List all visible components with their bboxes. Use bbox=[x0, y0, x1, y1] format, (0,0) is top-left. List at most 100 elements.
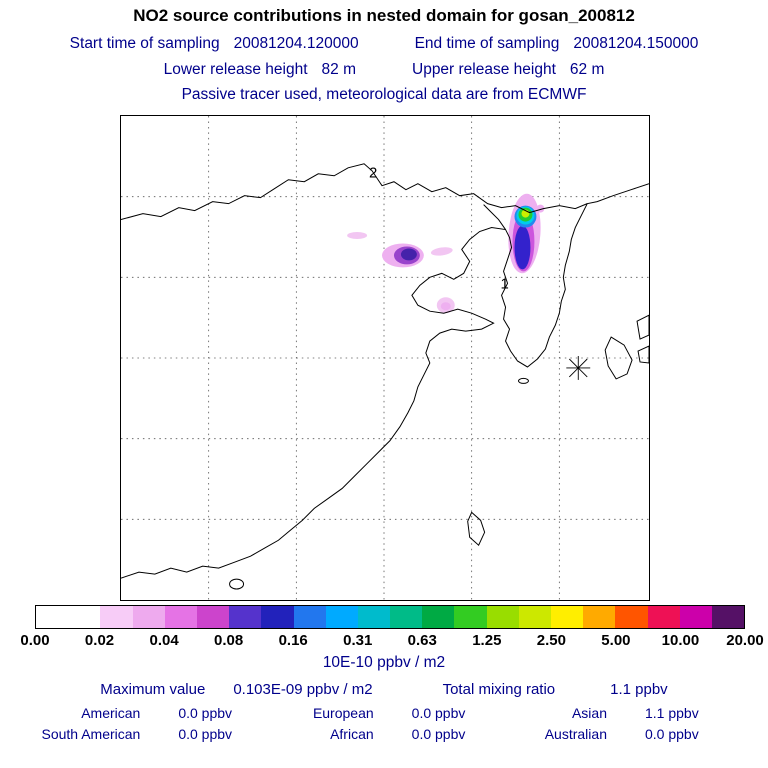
jeju-island bbox=[517, 377, 529, 384]
colorbar-cell bbox=[518, 606, 551, 628]
colorbar-cell bbox=[164, 606, 197, 628]
taiwan-coast bbox=[467, 511, 486, 547]
region-name: American bbox=[81, 705, 141, 721]
colorbar-tick-label: 2.50 bbox=[536, 632, 566, 649]
colorbar-cell bbox=[261, 606, 294, 628]
region-australian: Australian 0.0 ppbv bbox=[502, 726, 735, 742]
region-value: 0.0 ppbv bbox=[178, 705, 233, 721]
lower-release-label: Lower release height bbox=[163, 61, 308, 78]
total-mixing-ratio-value: 1.1 ppbv bbox=[610, 681, 668, 698]
start-time-pair: Start time of sampling 20081204.120000 bbox=[70, 35, 359, 53]
colorbar-tick-label: 0.16 bbox=[278, 632, 308, 649]
tracer-note: Passive tracer used, meteorological data… bbox=[181, 86, 587, 103]
colorbar-cell bbox=[325, 606, 358, 628]
end-time-value: 20081204.150000 bbox=[573, 35, 699, 52]
colorbar-cells bbox=[36, 606, 745, 628]
upper-release-value: 62 m bbox=[569, 61, 605, 78]
inner-border bbox=[483, 204, 506, 230]
colorbar-tick-label: 0.63 bbox=[407, 632, 437, 649]
region-name: Australian bbox=[544, 726, 607, 742]
colorbar bbox=[35, 605, 745, 629]
colorbar-cell bbox=[293, 606, 326, 628]
end-time-pair: End time of sampling 20081204.150000 bbox=[415, 35, 699, 53]
maximum-value: 0.103E-09 ppbv / m2 bbox=[233, 681, 373, 698]
colorbar-tick-label: 20.00 bbox=[726, 632, 764, 649]
colorbar-cell bbox=[711, 606, 745, 628]
colorbar-cell bbox=[100, 606, 133, 628]
colorbar-cell bbox=[647, 606, 680, 628]
figure-title: NO2 source contributions in nested domai… bbox=[133, 6, 635, 25]
lower-release-pair: Lower release height 82 m bbox=[164, 61, 356, 79]
honshu-coast bbox=[636, 314, 649, 340]
colorbar-cell bbox=[422, 606, 455, 628]
colorbar-tick-label: 5.00 bbox=[601, 632, 631, 649]
markers: 2 1 bbox=[369, 165, 591, 380]
source-marker-2: 2 bbox=[369, 165, 377, 182]
source-marker-1: 1 bbox=[501, 275, 509, 292]
colorbar-tick-label: 0.02 bbox=[84, 632, 115, 649]
plume-blob-south-inner bbox=[440, 302, 451, 311]
region-value: 0.0 ppbv bbox=[411, 726, 466, 742]
summary-stats-line: Maximum value 0.103E-09 ppbv / m2 Total … bbox=[0, 681, 768, 698]
shikoku-coast bbox=[637, 345, 649, 364]
colorbar-units: 10E-10 ppbv / m2 bbox=[322, 654, 446, 671]
lower-release-value: 82 m bbox=[321, 61, 356, 78]
colorbar-tick-label: 0.00 bbox=[20, 632, 50, 649]
region-value: 0.0 ppbv bbox=[411, 705, 466, 721]
maximum-label: Maximum value bbox=[100, 681, 206, 698]
total-mixing-ratio-label: Total mixing ratio bbox=[442, 681, 556, 698]
region-south-american: South American 0.0 ppbv bbox=[35, 726, 268, 742]
colorbar-cell bbox=[68, 606, 101, 628]
region-african: African 0.0 ppbv bbox=[268, 726, 501, 742]
region-name: Asian bbox=[571, 705, 607, 721]
colorbar-cell bbox=[132, 606, 165, 628]
start-time-label: Start time of sampling bbox=[69, 35, 220, 52]
plume-main-indigo bbox=[514, 225, 531, 270]
colorbar-cell bbox=[583, 606, 616, 628]
colorbar-tick-label: 10.00 bbox=[661, 632, 700, 649]
region-value: 0.0 ppbv bbox=[178, 726, 233, 742]
colorbar-labels: 0.00 0.02 0.04 0.08 0.16 0.31 0.63 1.25 2.50 5.00… bbox=[20, 632, 763, 650]
region-value: 1.1 ppbv bbox=[644, 705, 699, 721]
region-european: European 0.0 ppbv bbox=[268, 705, 501, 721]
region-value: 0.0 ppbv bbox=[644, 726, 699, 742]
region-name: African bbox=[330, 726, 374, 742]
start-time-value: 20081204.120000 bbox=[233, 35, 359, 52]
receptor-star-icon bbox=[566, 356, 591, 380]
sampling-times-line: Start time of sampling 20081204.120000 E… bbox=[0, 35, 768, 53]
colorbar-cell bbox=[486, 606, 519, 628]
colorbar-cell bbox=[36, 606, 69, 628]
plume-streak-mid bbox=[430, 247, 453, 256]
coastlines bbox=[121, 163, 649, 590]
mainland-coast bbox=[121, 183, 649, 579]
region-asian: Asian 1.1 ppbv bbox=[502, 705, 735, 721]
colorbar-tick-label: 1.25 bbox=[472, 632, 502, 649]
plume-blob-west-core bbox=[400, 248, 417, 261]
colorbar-cell bbox=[357, 606, 391, 628]
region-stats: American 0.0 ppbv European 0.0 ppbv Asia… bbox=[35, 705, 735, 742]
region-american: American 0.0 ppbv bbox=[35, 705, 268, 721]
upper-release-label: Upper release height bbox=[412, 61, 556, 78]
colorbar-tick-label: 0.04 bbox=[149, 632, 179, 649]
graticule bbox=[121, 116, 649, 600]
colorbar-cell bbox=[454, 606, 487, 628]
upper-release-pair: Upper release height 62 m bbox=[412, 61, 604, 79]
end-time-label: End time of sampling bbox=[414, 35, 560, 52]
map-svg: 2 1 bbox=[121, 116, 649, 600]
kyushu-coast bbox=[604, 336, 633, 380]
colorbar-cell bbox=[196, 606, 230, 628]
colorbar-tick-label: 0.08 bbox=[214, 632, 244, 649]
colorbar-tick-label: 0.31 bbox=[343, 632, 373, 649]
colorbar-cell bbox=[390, 606, 423, 628]
colorbar-cell bbox=[551, 606, 584, 628]
hainan-island bbox=[229, 578, 245, 590]
tracer-note-line: Passive tracer used, meteorological data… bbox=[0, 86, 768, 104]
north-border bbox=[121, 163, 588, 221]
plume-streak-west bbox=[347, 232, 368, 239]
plume-fleck-2 bbox=[534, 220, 541, 227]
colorbar-cell bbox=[615, 606, 648, 628]
release-heights-line: Lower release height 82 m Upper release … bbox=[0, 61, 768, 79]
plume-layer bbox=[347, 193, 545, 314]
colorbar-cell bbox=[679, 606, 712, 628]
